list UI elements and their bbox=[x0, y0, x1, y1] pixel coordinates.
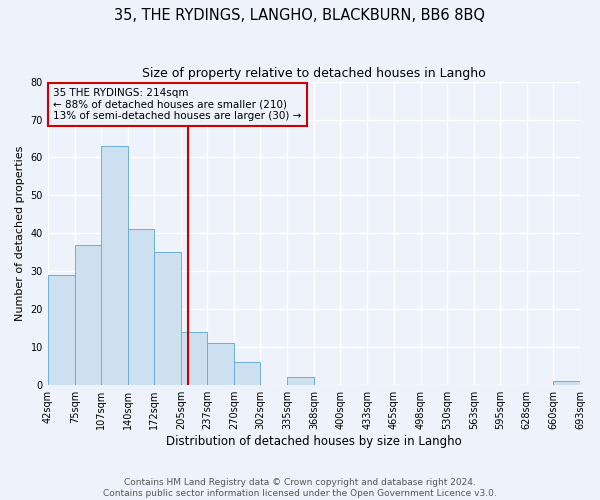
Bar bbox=[75, 244, 101, 384]
Bar bbox=[553, 381, 580, 384]
Y-axis label: Number of detached properties: Number of detached properties bbox=[15, 146, 25, 321]
Bar bbox=[154, 252, 181, 384]
Title: Size of property relative to detached houses in Langho: Size of property relative to detached ho… bbox=[142, 68, 486, 80]
Text: 35, THE RYDINGS, LANGHO, BLACKBURN, BB6 8BQ: 35, THE RYDINGS, LANGHO, BLACKBURN, BB6 … bbox=[115, 8, 485, 22]
Bar bbox=[207, 343, 234, 384]
Bar bbox=[101, 146, 128, 384]
X-axis label: Distribution of detached houses by size in Langho: Distribution of detached houses by size … bbox=[166, 434, 462, 448]
Bar bbox=[128, 230, 154, 384]
Bar bbox=[234, 362, 260, 384]
Bar bbox=[48, 275, 75, 384]
Bar bbox=[287, 377, 314, 384]
Text: 35 THE RYDINGS: 214sqm
← 88% of detached houses are smaller (210)
13% of semi-de: 35 THE RYDINGS: 214sqm ← 88% of detached… bbox=[53, 88, 301, 121]
Text: Contains HM Land Registry data © Crown copyright and database right 2024.
Contai: Contains HM Land Registry data © Crown c… bbox=[103, 478, 497, 498]
Bar bbox=[181, 332, 207, 384]
